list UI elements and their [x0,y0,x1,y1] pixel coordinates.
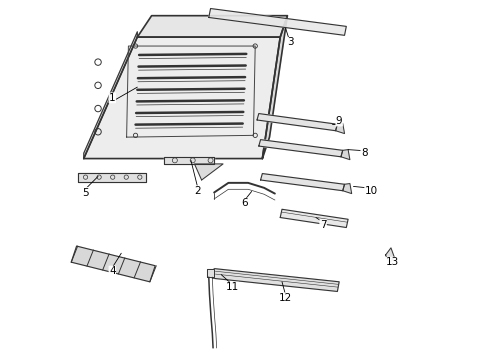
Text: 7: 7 [319,220,325,230]
Text: 10: 10 [364,186,377,196]
Text: 6: 6 [241,198,247,208]
Polygon shape [342,184,351,194]
Polygon shape [137,16,287,37]
Text: 5: 5 [82,188,89,198]
Polygon shape [71,246,155,282]
Polygon shape [260,174,344,191]
Polygon shape [262,16,287,158]
Polygon shape [83,32,137,158]
Text: 11: 11 [225,282,238,292]
Polygon shape [194,164,223,180]
Polygon shape [206,269,214,277]
Text: 13: 13 [386,257,399,267]
Polygon shape [385,248,394,263]
Polygon shape [164,157,214,164]
Polygon shape [340,150,349,159]
Text: 12: 12 [278,293,292,303]
Text: 3: 3 [287,37,294,48]
Polygon shape [258,140,342,157]
Polygon shape [208,9,346,35]
Text: 1: 1 [109,93,115,103]
Text: 8: 8 [360,148,366,158]
Polygon shape [280,209,347,228]
Polygon shape [212,269,339,292]
Polygon shape [83,37,280,158]
Polygon shape [335,123,344,134]
Polygon shape [78,173,146,182]
Polygon shape [257,113,337,131]
Text: 9: 9 [335,116,342,126]
Text: 4: 4 [109,266,115,276]
Text: 2: 2 [194,186,201,196]
